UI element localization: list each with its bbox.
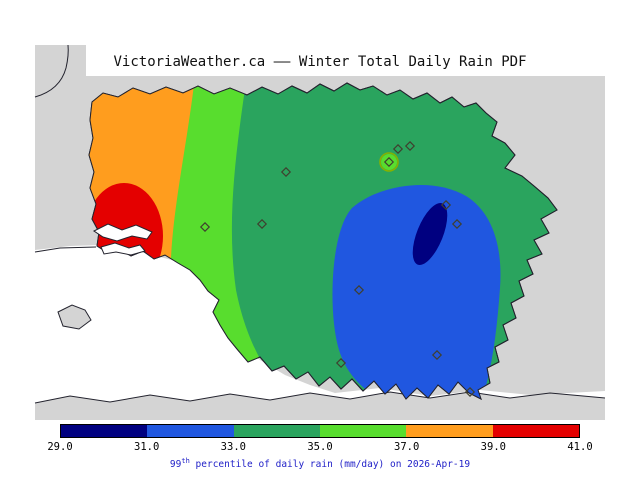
caption-percentile-suffix: th <box>181 457 190 465</box>
colorbar-tick-label: 35.0 <box>307 441 333 453</box>
colorbar-segment <box>492 425 579 437</box>
colorbar-ticks: 29.0 31.0 33.0 35.0 37.0 39.0 41.0 <box>47 441 592 454</box>
station-marker <box>431 349 443 361</box>
colorbar-tick-label: 29.0 <box>47 441 73 453</box>
station-marker <box>199 221 211 233</box>
station-marker-highlighted <box>383 156 395 168</box>
station-marker <box>353 284 365 296</box>
colorbar-tick-label: 37.0 <box>394 441 420 453</box>
contour-band-29-31 <box>412 203 448 265</box>
colorbar-segments <box>61 425 579 437</box>
colorbar-segment <box>406 425 493 437</box>
south-land-strip <box>35 392 605 420</box>
page-title: VictoriaWeather.ca —— Winter Total Daily… <box>113 54 527 70</box>
station-marker <box>335 357 347 369</box>
colorbar-tick-label: 41.0 <box>567 441 593 453</box>
colorbar <box>60 424 580 438</box>
colorbar-segment <box>61 425 148 437</box>
contour-band-31-33 <box>332 185 501 399</box>
station-marker <box>464 386 476 398</box>
colorbar-tick-label: 33.0 <box>220 441 246 453</box>
station-marker <box>392 143 404 155</box>
contour-spot-35-37 <box>381 154 397 170</box>
small-island <box>57 304 92 330</box>
strait-sea <box>35 245 605 410</box>
station-marker <box>256 218 268 230</box>
west-coastline <box>34 246 97 253</box>
colorbar-tick-label: 39.0 <box>480 441 506 453</box>
station-marker <box>451 218 463 230</box>
harbour-inlet-lower <box>100 242 146 256</box>
top-left-coastline <box>34 44 69 98</box>
title-band <box>86 45 605 76</box>
domain-coastline <box>88 82 558 400</box>
caption-text: percentile of daily rain (mm/day) on 202… <box>189 459 471 471</box>
colorbar-segment <box>147 425 234 437</box>
colorbar-segment <box>319 425 407 437</box>
caption-percentile-number: 99 <box>169 459 182 471</box>
colorbar-segment <box>233 425 320 437</box>
colorbar-caption: 99th percentile of daily rain (mm/day) o… <box>0 457 640 470</box>
station-marker <box>404 140 416 152</box>
harbour-inlet-upper <box>93 223 153 242</box>
south-coastline <box>34 391 606 404</box>
colorbar-tick-label: 31.0 <box>134 441 160 453</box>
station-markers <box>199 140 476 398</box>
station-marker <box>280 166 292 178</box>
station-marker <box>440 199 452 211</box>
highlighted-station-ring <box>379 152 399 172</box>
contour-bands <box>89 83 501 399</box>
